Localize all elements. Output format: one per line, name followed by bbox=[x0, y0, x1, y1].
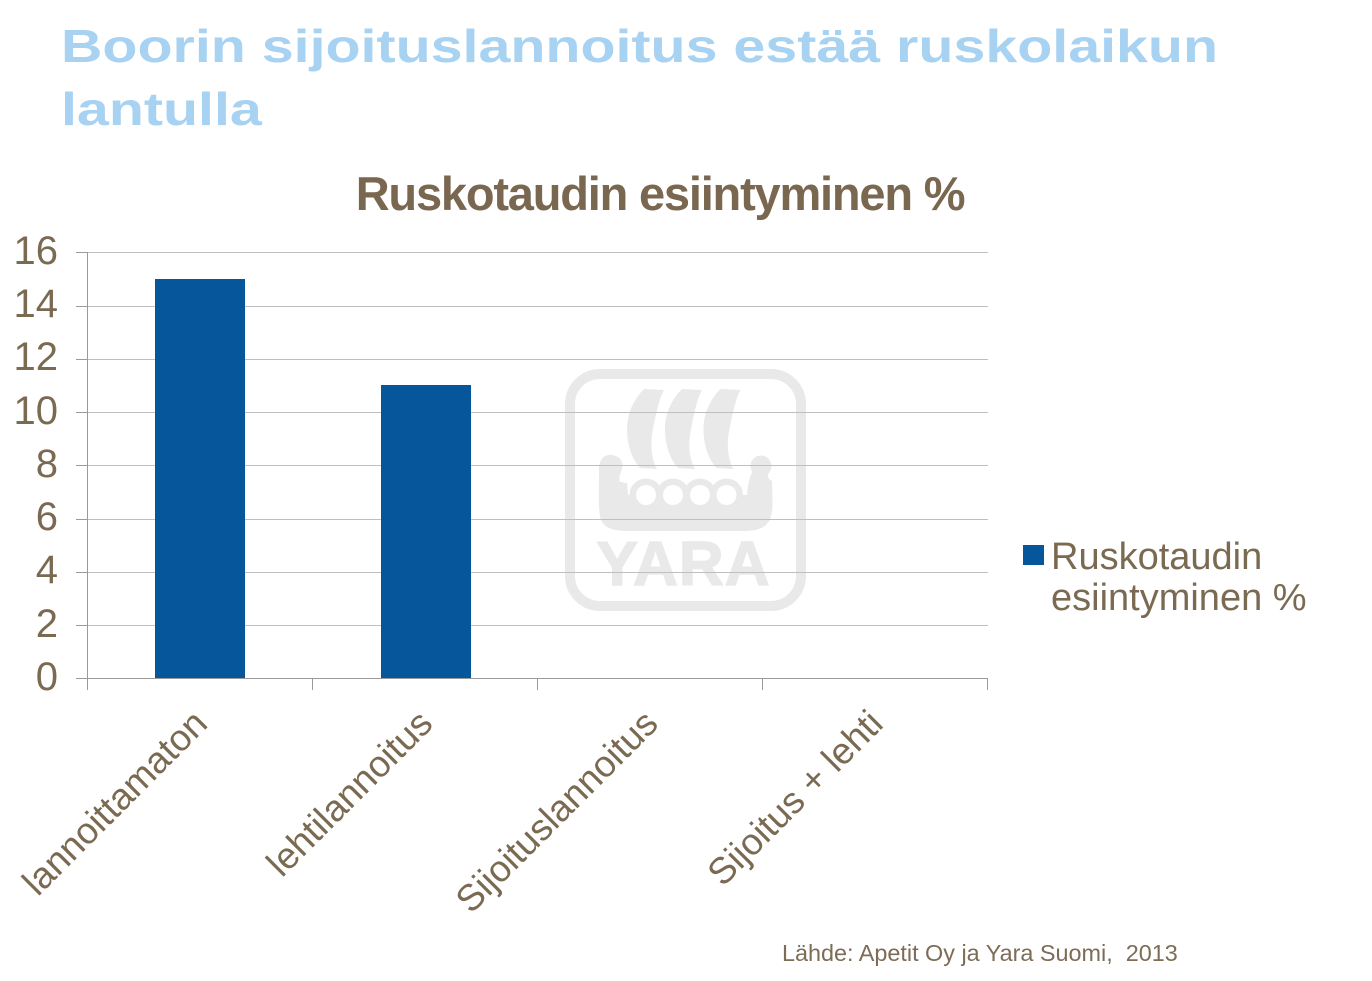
svg-text:YARA: YARA bbox=[597, 530, 771, 599]
